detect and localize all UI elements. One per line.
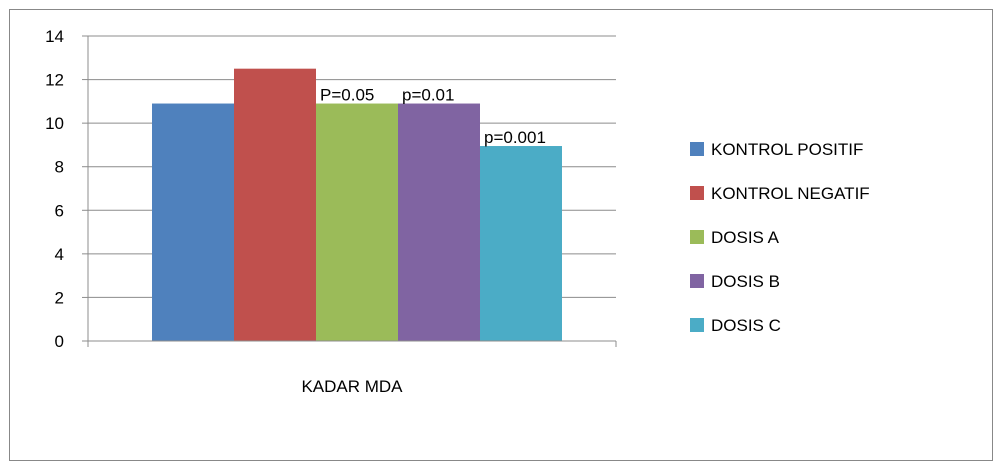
y-tick-label: 4 bbox=[55, 245, 64, 264]
y-tick-label: 10 bbox=[45, 114, 64, 133]
bar-dosis-c bbox=[480, 146, 562, 341]
y-tick-label: 6 bbox=[55, 201, 64, 220]
p-value-label: P=0.05 bbox=[320, 86, 374, 105]
bar-kontrol-negatif bbox=[234, 68, 316, 341]
legend-label: DOSIS B bbox=[711, 272, 780, 291]
chart-frame: 0 2 4 6 8 10 12 14 KADAR MDA P=0.05 p=0.01 p=0.001… bbox=[9, 9, 993, 461]
legend-label: DOSIS C bbox=[711, 316, 781, 335]
bar-dosis-a bbox=[316, 103, 398, 342]
legend-swatch bbox=[690, 318, 704, 332]
y-tick-label: 2 bbox=[55, 288, 64, 307]
y-tick-label: 12 bbox=[45, 71, 64, 90]
bar-chart: 0 2 4 6 8 10 12 14 KADAR MDA P=0.05 p=0.01 p=0.001… bbox=[45, 27, 870, 396]
legend-label: KONTROL NEGATIF bbox=[711, 184, 870, 203]
y-tick-label: 14 bbox=[45, 27, 64, 46]
bars bbox=[152, 68, 562, 342]
axes: 0 2 4 6 8 10 12 14 KADAR MDA bbox=[45, 27, 617, 396]
annotations: P=0.05 p=0.01 p=0.001 bbox=[320, 86, 546, 147]
x-category-label: KADAR MDA bbox=[301, 377, 403, 396]
legend: KONTROL POSITIF KONTROL NEGATIF DOSIS A DOS… bbox=[690, 140, 870, 335]
legend-label: KONTROL POSITIF bbox=[711, 140, 863, 159]
y-tick-label: 0 bbox=[55, 332, 64, 351]
p-value-label: p=0.001 bbox=[484, 128, 546, 147]
legend-swatch bbox=[690, 274, 704, 288]
legend-label: DOSIS A bbox=[711, 228, 780, 247]
y-tick-label: 8 bbox=[55, 158, 64, 177]
bar-kontrol-positif bbox=[152, 103, 234, 342]
legend-swatch bbox=[690, 142, 704, 156]
bar-dosis-b bbox=[398, 103, 480, 342]
p-value-label: p=0.01 bbox=[402, 86, 454, 105]
legend-swatch bbox=[690, 186, 704, 200]
legend-swatch bbox=[690, 230, 704, 244]
